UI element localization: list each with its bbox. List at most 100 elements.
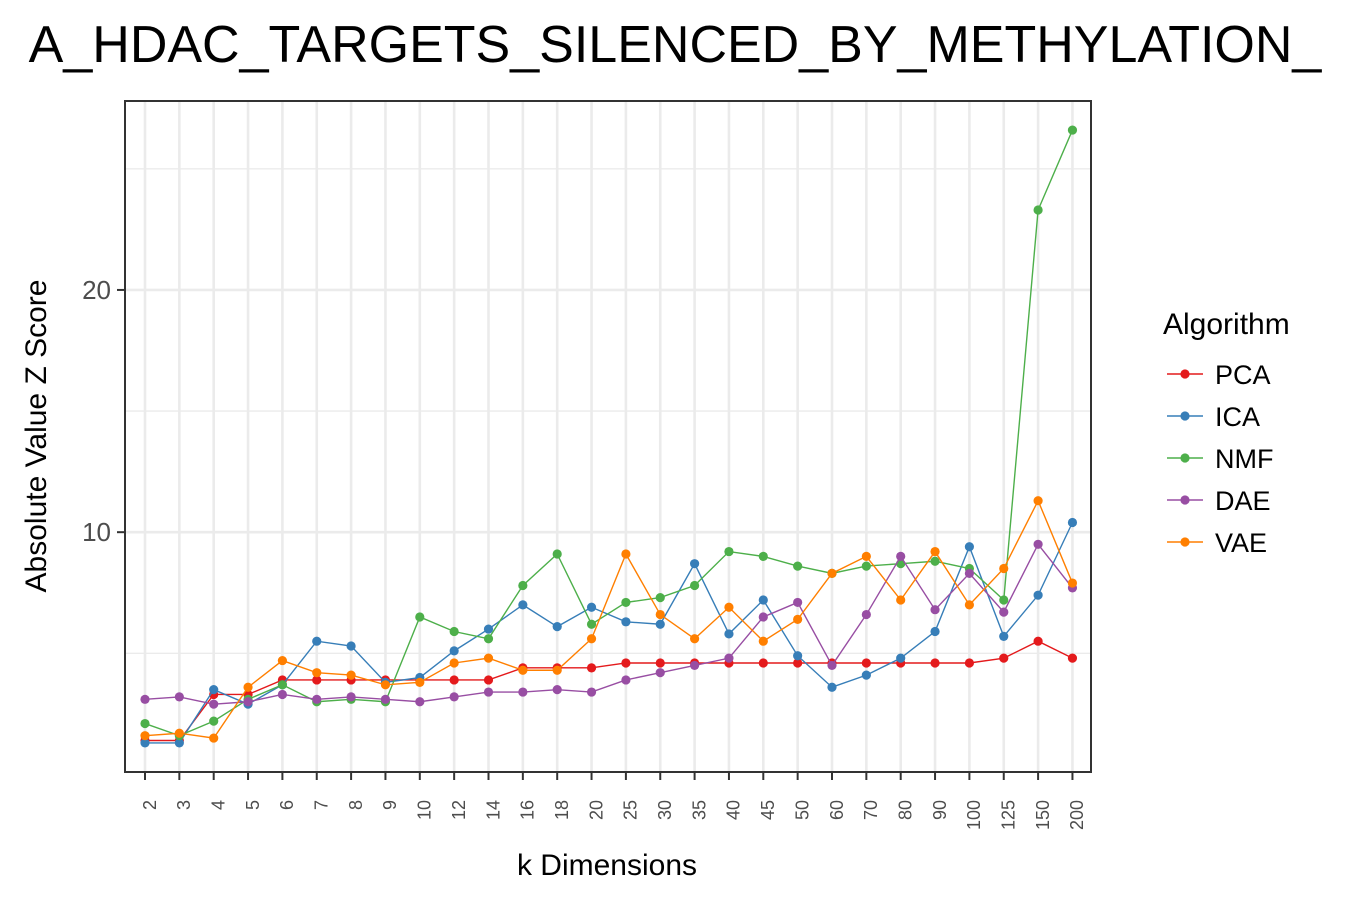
legend-label: PCA [1215, 360, 1271, 390]
data-point [724, 629, 734, 639]
series-dae [140, 539, 1078, 709]
x-tick-label: 9 [380, 800, 400, 810]
data-point [380, 694, 391, 704]
data-point [758, 612, 768, 622]
data-point [690, 559, 700, 569]
legend-key-point [1180, 537, 1190, 547]
x-tick-label: 40 [724, 800, 744, 820]
data-point [861, 609, 871, 620]
x-tick-label: 90 [930, 800, 950, 820]
data-point [1033, 636, 1043, 646]
data-point [655, 592, 665, 603]
data-point [1067, 653, 1078, 663]
legend-label: DAE [1215, 486, 1271, 516]
x-tick-label: 2 [140, 800, 160, 810]
data-point [243, 697, 253, 707]
data-point [724, 602, 734, 612]
data-point [1067, 125, 1078, 135]
data-point [690, 580, 700, 591]
data-point [586, 602, 597, 612]
data-point [1067, 517, 1078, 528]
data-point [449, 646, 459, 656]
data-point [724, 546, 734, 557]
data-point [483, 624, 494, 634]
data-point [758, 636, 768, 646]
data-point [380, 680, 391, 690]
data-point [346, 641, 356, 651]
data-point [483, 653, 494, 663]
data-point [758, 595, 768, 605]
x-tick-label: 3 [174, 800, 194, 810]
x-tick-label: 10 [415, 800, 435, 820]
data-point [518, 665, 528, 675]
x-tick-label: 125 [999, 800, 1019, 830]
data-point [312, 636, 322, 646]
legend-label: VAE [1215, 528, 1267, 558]
data-point [415, 677, 425, 687]
data-point [1067, 578, 1078, 588]
data-point [140, 718, 150, 729]
data-point [518, 687, 528, 697]
x-tick-label: 6 [277, 800, 297, 810]
legend: Algorithm PCA ICA NMF DAE VAE [1163, 308, 1290, 558]
data-point [346, 692, 356, 702]
series-line-dae [144, 543, 1073, 705]
data-point [621, 549, 631, 559]
data-point [1033, 590, 1043, 600]
x-tick-label: 14 [483, 800, 503, 820]
data-point [277, 689, 287, 700]
legend-title: Algorithm [1163, 308, 1290, 341]
data-point [1033, 205, 1043, 215]
data-point [999, 653, 1009, 663]
x-tick-label: 100 [964, 800, 984, 830]
data-point [1033, 496, 1043, 506]
data-point [415, 697, 425, 707]
data-point [827, 660, 837, 671]
data-point [896, 653, 906, 663]
data-point [896, 551, 906, 562]
data-point [277, 655, 287, 666]
data-point [552, 685, 562, 695]
data-point [964, 600, 975, 610]
data-point [758, 551, 768, 562]
grid-lines [125, 101, 1091, 772]
series-lines [140, 125, 1078, 748]
data-point [827, 682, 837, 692]
data-point [140, 738, 150, 748]
data-point [552, 622, 562, 632]
series-nmf [140, 125, 1078, 741]
data-point [552, 549, 562, 559]
x-tick-label: 7 [312, 800, 332, 810]
data-point [930, 626, 940, 637]
x-tick-label: 35 [689, 800, 709, 820]
data-point [999, 631, 1009, 641]
data-point [999, 607, 1009, 617]
data-point [964, 658, 975, 668]
chart-title: A_HDAC_TARGETS_SILENCED_BY_METHYLATION_ [29, 16, 1323, 74]
data-point [277, 680, 287, 690]
data-point [346, 670, 356, 680]
data-point [140, 694, 150, 704]
legend-item-vae: VAE [1167, 528, 1267, 558]
data-point [793, 561, 803, 571]
data-point [518, 580, 528, 591]
data-point [483, 675, 494, 685]
data-point [621, 658, 631, 668]
data-point [449, 675, 459, 685]
data-point [312, 694, 322, 704]
data-point [483, 634, 494, 644]
legend-item-dae: DAE [1167, 486, 1271, 516]
legend-item-pca: PCA [1167, 360, 1271, 390]
x-tick-label: 5 [243, 800, 263, 810]
x-tick-label: 80 [895, 800, 915, 820]
y-tick-label: 20 [82, 275, 111, 305]
data-point [690, 660, 700, 671]
legend-label: ICA [1215, 402, 1260, 432]
data-point [758, 658, 768, 668]
x-axis-label: k Dimensions [517, 849, 697, 882]
data-point [930, 556, 940, 566]
data-point [518, 600, 528, 610]
legend-key-point [1180, 495, 1190, 505]
data-point [586, 687, 597, 697]
x-tick-label: 25 [621, 800, 641, 820]
